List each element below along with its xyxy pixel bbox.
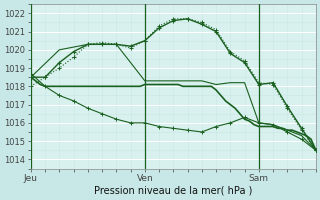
X-axis label: Pression niveau de la mer( hPa ): Pression niveau de la mer( hPa ) (94, 186, 252, 196)
